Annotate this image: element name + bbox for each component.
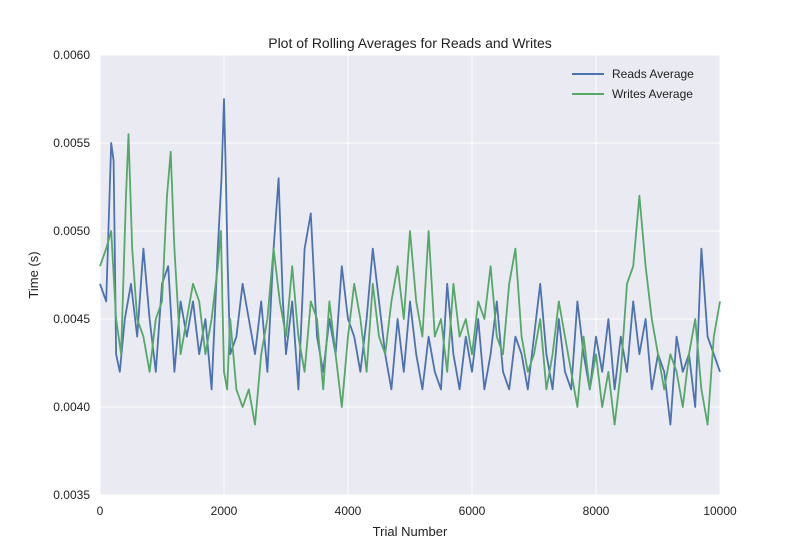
plot-area (100, 55, 720, 495)
y-tick-label: 0.0045 (53, 312, 90, 326)
x-tick-label: 10000 (703, 504, 737, 518)
legend-label-reads: Reads Average (612, 67, 694, 81)
writes-average-line (99, 133, 721, 426)
gridlines (99, 54, 721, 496)
x-tick-label: 6000 (459, 504, 486, 518)
y-tick-label: 0.0050 (53, 224, 90, 238)
x-axis-label: Trial Number (373, 524, 448, 539)
x-axis-ticks: 0 2000 4000 6000 8000 10000 (97, 504, 737, 518)
series-lines (99, 98, 721, 426)
chart-title: Plot of Rolling Averages for Reads and W… (268, 35, 552, 51)
y-tick-label: 0.0060 (53, 48, 90, 62)
legend: Reads Average Writes Average (572, 67, 694, 101)
x-tick-label: 0 (97, 504, 104, 518)
legend-label-writes: Writes Average (612, 87, 693, 101)
reads-average-line (99, 98, 721, 426)
x-tick-label: 2000 (211, 504, 238, 518)
y-tick-label: 0.0040 (53, 400, 90, 414)
x-tick-label: 8000 (583, 504, 610, 518)
y-tick-label: 0.0055 (53, 136, 90, 150)
y-tick-label: 0.0035 (53, 488, 90, 502)
x-tick-label: 4000 (335, 504, 362, 518)
y-axis-ticks: 0.0035 0.0040 0.0045 0.0050 0.0055 0.0060 (53, 48, 90, 502)
y-axis-label: Time (s) (26, 251, 41, 298)
